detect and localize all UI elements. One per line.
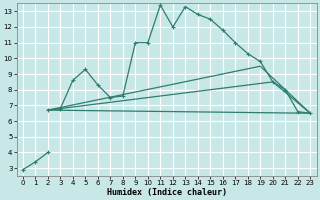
X-axis label: Humidex (Indice chaleur): Humidex (Indice chaleur) — [107, 188, 227, 197]
